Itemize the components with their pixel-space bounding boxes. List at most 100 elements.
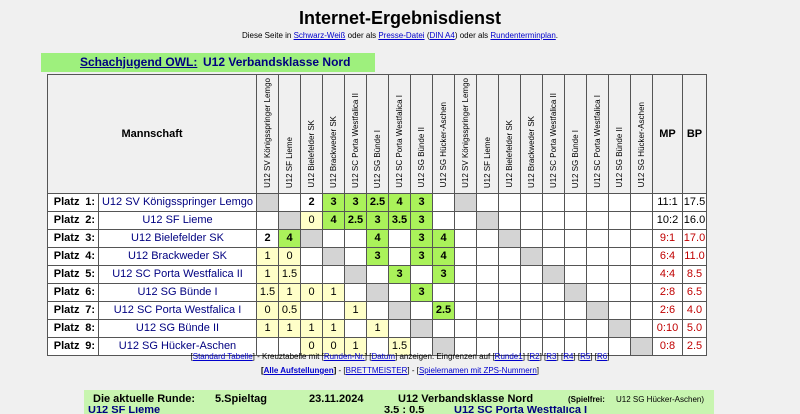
link-r4[interactable]: R4 xyxy=(563,352,574,361)
team-link[interactable]: U12 SF Lieme xyxy=(98,210,257,230)
result-cell[interactable]: 3 xyxy=(410,210,433,230)
team-link[interactable]: U12 Brackweder SK xyxy=(98,246,257,266)
team-link[interactable]: U12 Bielefelder SK xyxy=(98,228,257,248)
result-cell[interactable]: 1 xyxy=(322,318,345,338)
result-cell[interactable]: 2.5 xyxy=(432,300,455,320)
result-cell xyxy=(344,282,367,302)
board-points: 6.5 xyxy=(682,282,707,302)
result-cell-round2 xyxy=(630,246,653,266)
result-cell[interactable]: 0 xyxy=(278,246,301,266)
result-cell[interactable]: 1.5 xyxy=(278,264,301,284)
link-r6[interactable]: R6 xyxy=(597,352,608,361)
link-brettmeister[interactable]: BRETTMEISTER xyxy=(345,366,408,375)
link-presse-datei[interactable]: Presse-Datei xyxy=(378,31,425,40)
result-cell[interactable]: 3 xyxy=(410,228,433,248)
team-link[interactable]: U12 SC Porta Westfalica I xyxy=(98,300,257,320)
link-alle-aufstellungen[interactable]: Alle Aufstellungen xyxy=(263,366,334,375)
result-cell xyxy=(300,246,323,266)
result-cell-round2 xyxy=(520,336,543,356)
result-cell[interactable]: 2.5 xyxy=(366,192,389,212)
nav1-text-3: anzeigen. Eingrenzen auf xyxy=(397,352,493,361)
result-cell[interactable]: 2 xyxy=(300,192,323,212)
result-cell[interactable]: 3 xyxy=(410,282,433,302)
result-cell[interactable]: 4 xyxy=(322,210,345,230)
team-link[interactable]: U12 SV Königsspringer Lemgo xyxy=(98,192,257,212)
result-cell[interactable]: 4 xyxy=(366,228,389,248)
result-cell[interactable]: 2 xyxy=(256,228,279,248)
nav1-text-2 xyxy=(367,352,369,361)
result-cell[interactable]: 4 xyxy=(432,228,455,248)
next-left-team[interactable]: U12 SF Lieme xyxy=(88,406,161,414)
link-runde1[interactable]: Runde1 xyxy=(494,352,523,361)
result-cell[interactable]: 3 xyxy=(388,264,411,284)
result-cell xyxy=(388,318,411,338)
result-cell xyxy=(366,336,389,356)
result-cell[interactable]: 1 xyxy=(278,318,301,338)
header-bp: BP xyxy=(682,74,707,194)
result-cell[interactable]: 1.5 xyxy=(388,336,411,356)
result-cell[interactable]: 4 xyxy=(388,192,411,212)
result-cell[interactable]: 4 xyxy=(432,246,455,266)
match-points: 6:4 xyxy=(652,246,683,266)
result-cell[interactable]: 1 xyxy=(256,318,279,338)
link-datum[interactable]: Datum xyxy=(371,352,396,361)
result-cell[interactable]: 2.5 xyxy=(344,210,367,230)
result-cell[interactable]: 0.5 xyxy=(278,300,301,320)
result-cell-round2 xyxy=(564,210,587,230)
link-rundenterminplan[interactable]: Rundenterminplan xyxy=(490,31,556,40)
result-cell[interactable]: 1 xyxy=(344,300,367,320)
result-cell[interactable]: 3 xyxy=(344,192,367,212)
result-cell[interactable]: 0 xyxy=(300,282,323,302)
link-r2[interactable]: R2 xyxy=(529,352,540,361)
result-cell[interactable]: 3 xyxy=(432,264,455,284)
result-cell[interactable]: 3 xyxy=(410,192,433,212)
link-r3[interactable]: R3 xyxy=(546,352,557,361)
result-cell[interactable]: 3 xyxy=(366,210,389,230)
result-cell[interactable]: 3.5 xyxy=(388,210,411,230)
cross-table: Mannschaft U12 SV Königsspringer Lemgo U1… xyxy=(47,74,707,356)
result-cell[interactable]: 1 xyxy=(300,318,323,338)
result-cell[interactable]: 1.5 xyxy=(256,282,279,302)
rank-number: 1: xyxy=(85,196,95,209)
link-schwarz-weiss[interactable]: Schwarz-Weiß xyxy=(293,31,346,40)
team-link[interactable]: U12 SC Porta Westfalica II xyxy=(98,264,257,284)
result-cell-round2 xyxy=(498,192,521,212)
link-runden-nr[interactable]: Runden-Nr. xyxy=(323,352,365,361)
link-zps-nummern[interactable]: Spielernamen mit ZPS-Nummern xyxy=(418,366,537,375)
result-cell[interactable]: 0 xyxy=(256,300,279,320)
result-cell[interactable]: 3 xyxy=(410,246,433,266)
result-cell-round2 xyxy=(498,210,521,230)
match-points: 10:2 xyxy=(652,210,683,230)
result-cell[interactable]: 1 xyxy=(322,282,345,302)
result-cell[interactable]: 0 xyxy=(300,210,323,230)
result-cell[interactable]: 0 xyxy=(300,336,323,356)
link-r5[interactable]: R5 xyxy=(580,352,591,361)
result-cell[interactable]: 0 xyxy=(322,336,345,356)
result-cell-round2 xyxy=(476,228,499,248)
column-header-1-3: U12 Bielefelder SK xyxy=(300,74,323,194)
link-din-a4[interactable]: DIN A4 xyxy=(429,31,455,40)
result-cell[interactable]: 3 xyxy=(322,192,345,212)
team-link[interactable]: U12 SG Bünde I xyxy=(98,282,257,302)
result-cell[interactable]: 1 xyxy=(278,282,301,302)
result-cell[interactable]: 1 xyxy=(366,318,389,338)
column-header-2-1: U12 SV Königsspringer Lemgo xyxy=(454,74,477,194)
result-cell-round2 xyxy=(564,282,587,302)
result-cell-round2 xyxy=(608,282,631,302)
result-cell xyxy=(300,300,323,320)
rank-label: Platz xyxy=(53,232,80,245)
result-cell[interactable]: 1 xyxy=(256,264,279,284)
team-link[interactable]: U12 SG Hücker-Aschen xyxy=(98,336,257,356)
next-right-team[interactable]: U12 SC Porta Westfalica I xyxy=(454,406,588,414)
league-org-link[interactable]: Schachjugend OWL: xyxy=(80,55,198,69)
link-standard-tabelle[interactable]: Standard Tabelle xyxy=(192,352,253,361)
rank-label: Platz xyxy=(53,250,80,263)
team-link[interactable]: U12 SG Bünde II xyxy=(98,318,257,338)
result-cell-round2 xyxy=(630,282,653,302)
column-header-1-7: U12 SC Porta Westfalica I xyxy=(388,74,411,194)
result-cell-round2 xyxy=(520,300,543,320)
result-cell[interactable]: 3 xyxy=(366,246,389,266)
result-cell[interactable]: 4 xyxy=(278,228,301,248)
result-cell[interactable]: 1 xyxy=(344,336,367,356)
result-cell[interactable]: 1 xyxy=(256,246,279,266)
